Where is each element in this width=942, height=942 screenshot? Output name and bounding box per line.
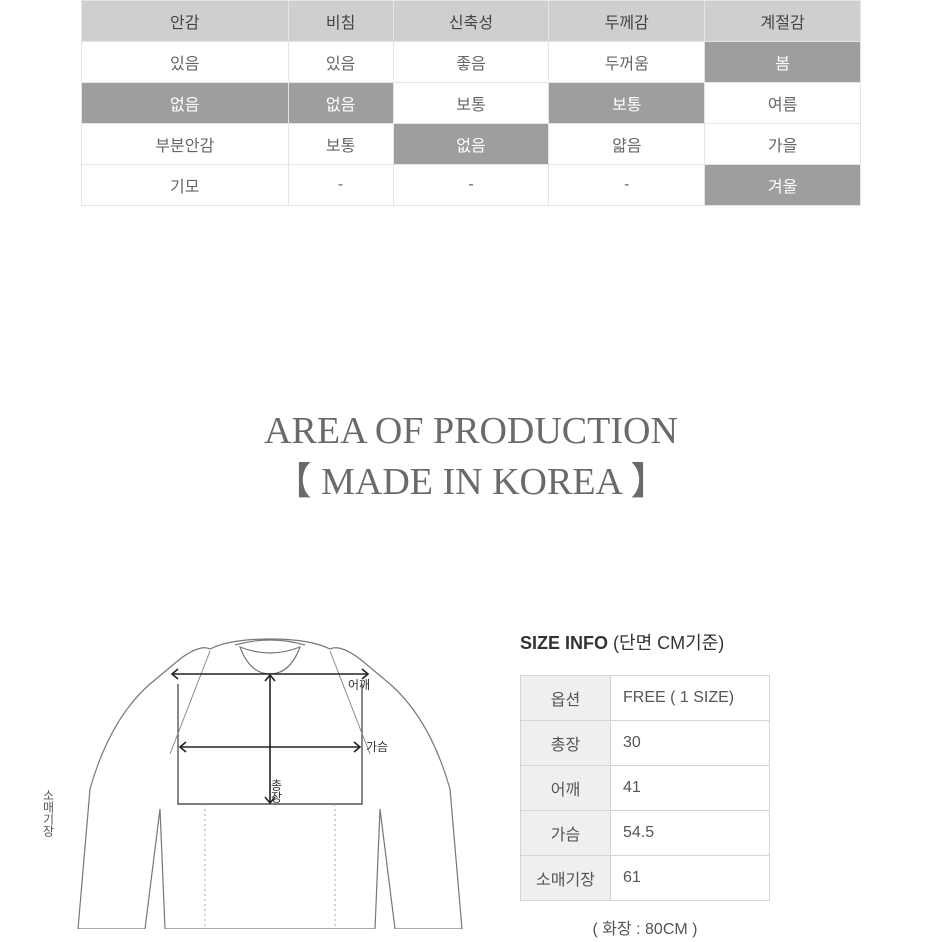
size-key: 총장 (521, 720, 611, 765)
size-value: 61 (611, 855, 770, 900)
attr-header: 두께감 (549, 1, 705, 42)
length-text: 총장 (269, 778, 283, 802)
attr-cell: 두꺼움 (549, 42, 705, 83)
garment-svg: 어깨 가슴 총장 (60, 629, 480, 929)
size-key: 소매기장 (521, 855, 611, 900)
size-key: 가슴 (521, 810, 611, 855)
attr-cell: - (549, 165, 705, 206)
size-key: 옵션 (521, 675, 611, 720)
attr-cell: 보통 (393, 83, 549, 124)
chest-text: 가슴 (366, 740, 388, 754)
size-value: FREE ( 1 SIZE) (611, 675, 770, 720)
size-value: 54.5 (611, 810, 770, 855)
attr-cell: 여름 (705, 83, 861, 124)
attr-cell: 있음 (82, 42, 289, 83)
attr-cell: 기모 (82, 165, 289, 206)
attr-cell: 부분안감 (82, 124, 289, 165)
attr-cell: 좋음 (393, 42, 549, 83)
production-line2: 【 MADE IN KOREA 】 (0, 457, 942, 508)
shoulder-text: 어깨 (348, 678, 370, 692)
attr-cell: 없음 (82, 83, 289, 124)
attr-header: 비침 (288, 1, 393, 42)
size-table: 옵션FREE ( 1 SIZE)총장30어깨41가슴54.5소매기장61 (520, 675, 770, 901)
production-label: AREA OF PRODUCTION 【 MADE IN KOREA 】 (0, 406, 942, 509)
attr-cell: 보통 (549, 83, 705, 124)
size-note: ( 화장 : 80CM ) (520, 915, 770, 939)
attr-cell: 있음 (288, 42, 393, 83)
garment-diagram: 소매기장 어깨 가슴 (60, 629, 480, 929)
attr-cell: - (288, 165, 393, 206)
attr-header: 신축성 (393, 1, 549, 42)
size-title: SIZE INFO (단면 CM기준) (520, 629, 922, 655)
attr-cell: - (393, 165, 549, 206)
attr-cell: 보통 (288, 124, 393, 165)
size-info: SIZE INFO (단면 CM기준) 옵션FREE ( 1 SIZE)총장30… (520, 629, 922, 939)
bottom-section: 소매기장 어깨 가슴 (0, 629, 942, 939)
attr-header: 계절감 (705, 1, 861, 42)
size-title-main: SIZE INFO (520, 633, 608, 653)
attr-cell: 겨울 (705, 165, 861, 206)
attr-cell: 없음 (288, 83, 393, 124)
size-value: 41 (611, 765, 770, 810)
size-key: 어깨 (521, 765, 611, 810)
size-value: 30 (611, 720, 770, 765)
attr-header: 안감 (82, 1, 289, 42)
attribute-table: 안감비침신축성두께감계절감 있음있음좋음두꺼움봄없음없음보통보통여름부분안감보통… (81, 0, 861, 206)
size-title-sub: (단면 CM기준) (613, 633, 724, 653)
attr-cell: 없음 (393, 124, 549, 165)
attr-cell: 얇음 (549, 124, 705, 165)
production-line1: AREA OF PRODUCTION (0, 406, 942, 457)
sleeve-label: 소매기장 (40, 789, 57, 837)
attr-cell: 봄 (705, 42, 861, 83)
attr-cell: 가을 (705, 124, 861, 165)
